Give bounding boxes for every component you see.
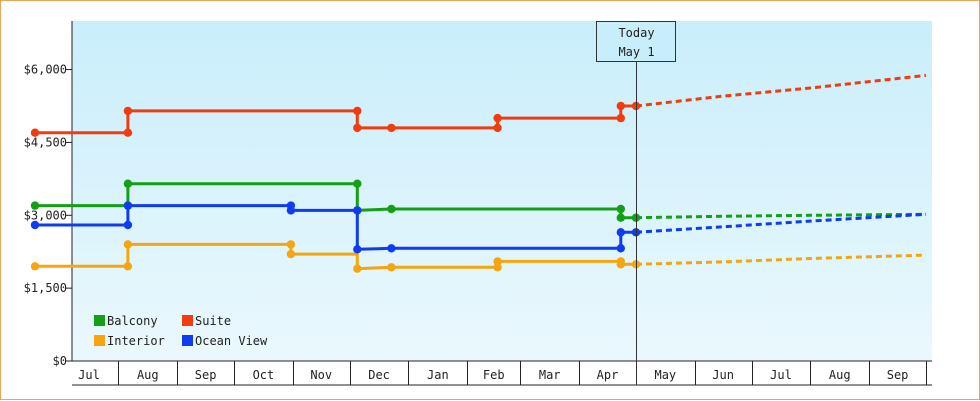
x-tick-label-9: Apr bbox=[597, 368, 619, 382]
legend-swatch-0 bbox=[94, 315, 105, 326]
plot-background bbox=[72, 21, 932, 361]
series-2-point-0 bbox=[30, 262, 40, 271]
series-2-point-7 bbox=[493, 263, 502, 272]
series-2-point-10 bbox=[616, 260, 625, 269]
legend-label-1: Suite bbox=[195, 314, 231, 328]
series-1-forecast-line bbox=[635, 73, 927, 108]
series-1 bbox=[30, 73, 927, 137]
series-2-forecast-line bbox=[635, 253, 927, 266]
series-1-point-2 bbox=[123, 106, 133, 116]
series-3 bbox=[30, 201, 927, 254]
series-2-point-8 bbox=[493, 257, 502, 266]
x-tick-label-6: Jan bbox=[427, 368, 449, 382]
x-tick-label-3: Oct bbox=[253, 368, 275, 382]
series-2-point-5 bbox=[353, 264, 362, 273]
y-tick-label-0: $0 bbox=[53, 354, 67, 368]
series-2-point-1 bbox=[123, 262, 133, 271]
legend-label-0: Balcony bbox=[107, 314, 158, 328]
series-3-point-7 bbox=[387, 244, 396, 253]
today-label-line1: Today bbox=[618, 26, 654, 40]
series-3-forecast-line bbox=[635, 212, 927, 234]
series-1-point-1 bbox=[123, 128, 133, 137]
x-tick-label-11: Jun bbox=[712, 368, 734, 382]
series-0-point-2 bbox=[123, 179, 133, 188]
x-axis: Jul Aug Sep Oct Nov Dec Jan Feb Mar Apr May Jun Jul A… bbox=[72, 360, 932, 386]
x-tick-label-5: Dec bbox=[368, 368, 390, 382]
today-box bbox=[596, 21, 676, 62]
y-tick-label-3: $4,500 bbox=[24, 135, 67, 149]
x-tick-label-0: Jul bbox=[78, 368, 100, 382]
series-1-point-3 bbox=[353, 106, 362, 116]
series-0-point-0 bbox=[30, 201, 40, 210]
series-0-forecast-line bbox=[635, 212, 927, 220]
series-3-point-2 bbox=[123, 201, 133, 210]
series-3-point-1 bbox=[123, 220, 133, 230]
legend-label-2: Interior bbox=[107, 334, 165, 348]
series-0-point-6 bbox=[616, 204, 625, 214]
series-1-point-6 bbox=[493, 123, 502, 133]
series-0-point-7 bbox=[616, 213, 625, 222]
series-2 bbox=[30, 240, 927, 273]
legend: Balcony Suite Interior Ocean View bbox=[94, 314, 268, 348]
series-3-point-5 bbox=[353, 206, 362, 215]
legend-swatch-2 bbox=[94, 335, 105, 346]
y-tick-label-2: $3,000 bbox=[24, 208, 67, 222]
x-tick-label-2: Sep bbox=[195, 368, 217, 382]
series-2-point-2 bbox=[123, 240, 133, 249]
series-1-point-0 bbox=[30, 128, 40, 137]
series-0-point-3 bbox=[353, 179, 362, 188]
today-label-line2: May 1 bbox=[618, 45, 654, 59]
series-2-point-3 bbox=[286, 240, 296, 249]
series-1-point-8 bbox=[616, 113, 625, 123]
series-1-point-5 bbox=[387, 123, 396, 133]
series-3-point-8 bbox=[616, 244, 625, 253]
x-tick-label-13: Aug bbox=[829, 368, 851, 382]
legend-swatch-1 bbox=[182, 315, 193, 326]
series-2-point-4 bbox=[286, 249, 296, 259]
x-tick-label-12: Jul bbox=[770, 368, 792, 382]
y-axis: $0 $1,500 $3,000 $4,500 $6,000 bbox=[24, 21, 73, 368]
series-3-point-4 bbox=[286, 206, 296, 215]
series-1-point-4 bbox=[353, 123, 362, 133]
legend-label-3: Ocean View bbox=[195, 334, 268, 348]
today-marker: Today May 1 bbox=[596, 21, 676, 385]
series-1-point-7 bbox=[493, 113, 502, 123]
series-3-point-6 bbox=[353, 245, 362, 254]
x-tick-label-4: Nov bbox=[310, 368, 332, 382]
x-tick-label-1: Aug bbox=[137, 368, 159, 382]
series-3-point-0 bbox=[30, 220, 40, 230]
y-tick-label-1: $1,500 bbox=[24, 281, 67, 295]
x-tick-label-8: Mar bbox=[539, 368, 561, 382]
series-3-point-9 bbox=[616, 228, 625, 237]
x-tick-label-10: May bbox=[654, 368, 676, 382]
series-layer bbox=[30, 73, 927, 273]
legend-swatch-3 bbox=[182, 335, 193, 346]
x-tick-label-7: Feb bbox=[483, 368, 505, 382]
y-tick-label-4: $6,000 bbox=[24, 63, 67, 77]
series-1-point-9 bbox=[616, 101, 625, 111]
series-0-point-5 bbox=[387, 204, 396, 214]
x-tick-label-14: Sep bbox=[887, 368, 909, 382]
series-2-point-6 bbox=[387, 263, 396, 272]
